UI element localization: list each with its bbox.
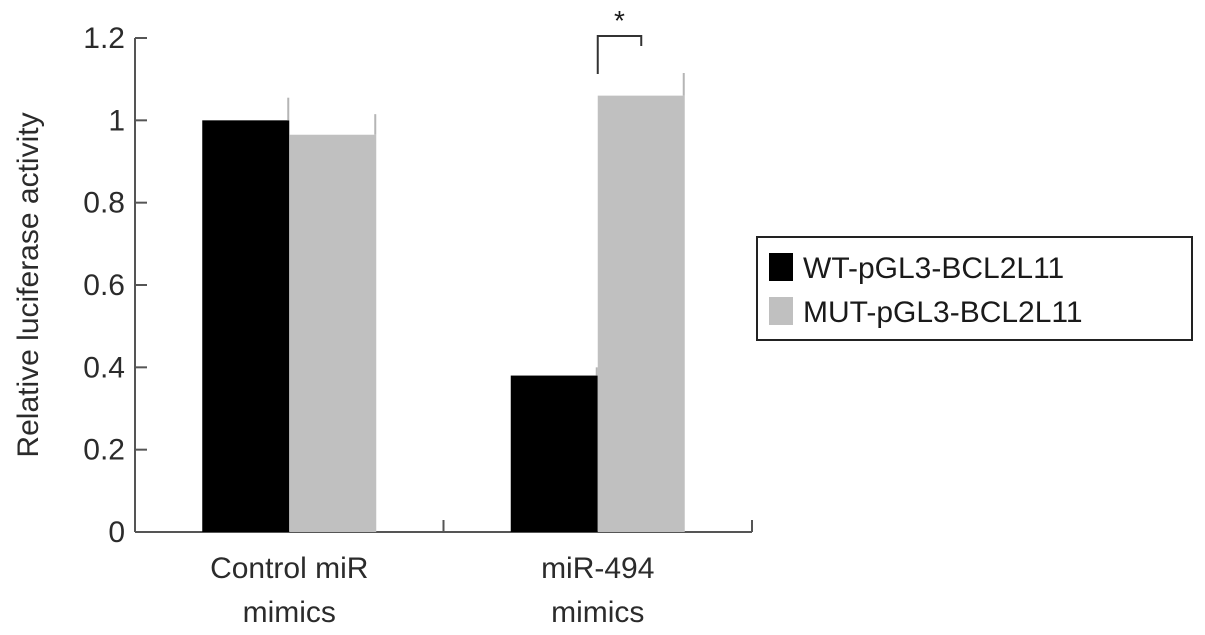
x-category-label-line: Control miR [210,552,368,585]
significance-bracket [596,35,643,74]
bar [510,375,598,532]
y-tick-labels: 0 0.2 0.4 0.6 0.8 1 1.2 [83,22,125,549]
legend-box [756,236,1193,341]
error-bars [287,72,685,376]
y-tick-label: 1 [108,104,125,137]
bars [202,95,685,532]
x-category-label-line: miR-494 [541,552,654,585]
significance-marker: * [614,5,625,36]
y-tick-label: 0.2 [83,434,125,467]
legend-label: MUT-pGL3-BCL2L11 [803,296,1083,329]
legend-swatch [769,297,793,325]
x-category-label-line: mimics [243,596,336,629]
y-axis-title: Relative luciferase activity [12,112,45,457]
bar [289,134,377,532]
y-tick-label: 0.4 [83,351,125,384]
bar [597,95,685,532]
x-category-label: Control miR mimics [210,552,368,629]
x-category-labels: Control miR mimics miR-494 mimics [210,552,654,629]
significance-annotations: * [596,5,643,74]
y-tick-label: 0.6 [83,269,125,302]
legend-swatch [769,253,793,281]
x-category-label: miR-494 mimics [541,552,654,629]
legend-label: WT-pGL3-BCL2L11 [803,252,1064,285]
y-tick-label: 1.2 [83,22,125,55]
y-tick-label: 0.8 [83,187,125,220]
y-tick-label: 0 [108,516,125,549]
legend: WT-pGL3-BCL2L11 MUT-pGL3-BCL2L11 [756,236,1193,341]
bar [202,120,290,532]
x-category-label-line: mimics [551,596,644,629]
